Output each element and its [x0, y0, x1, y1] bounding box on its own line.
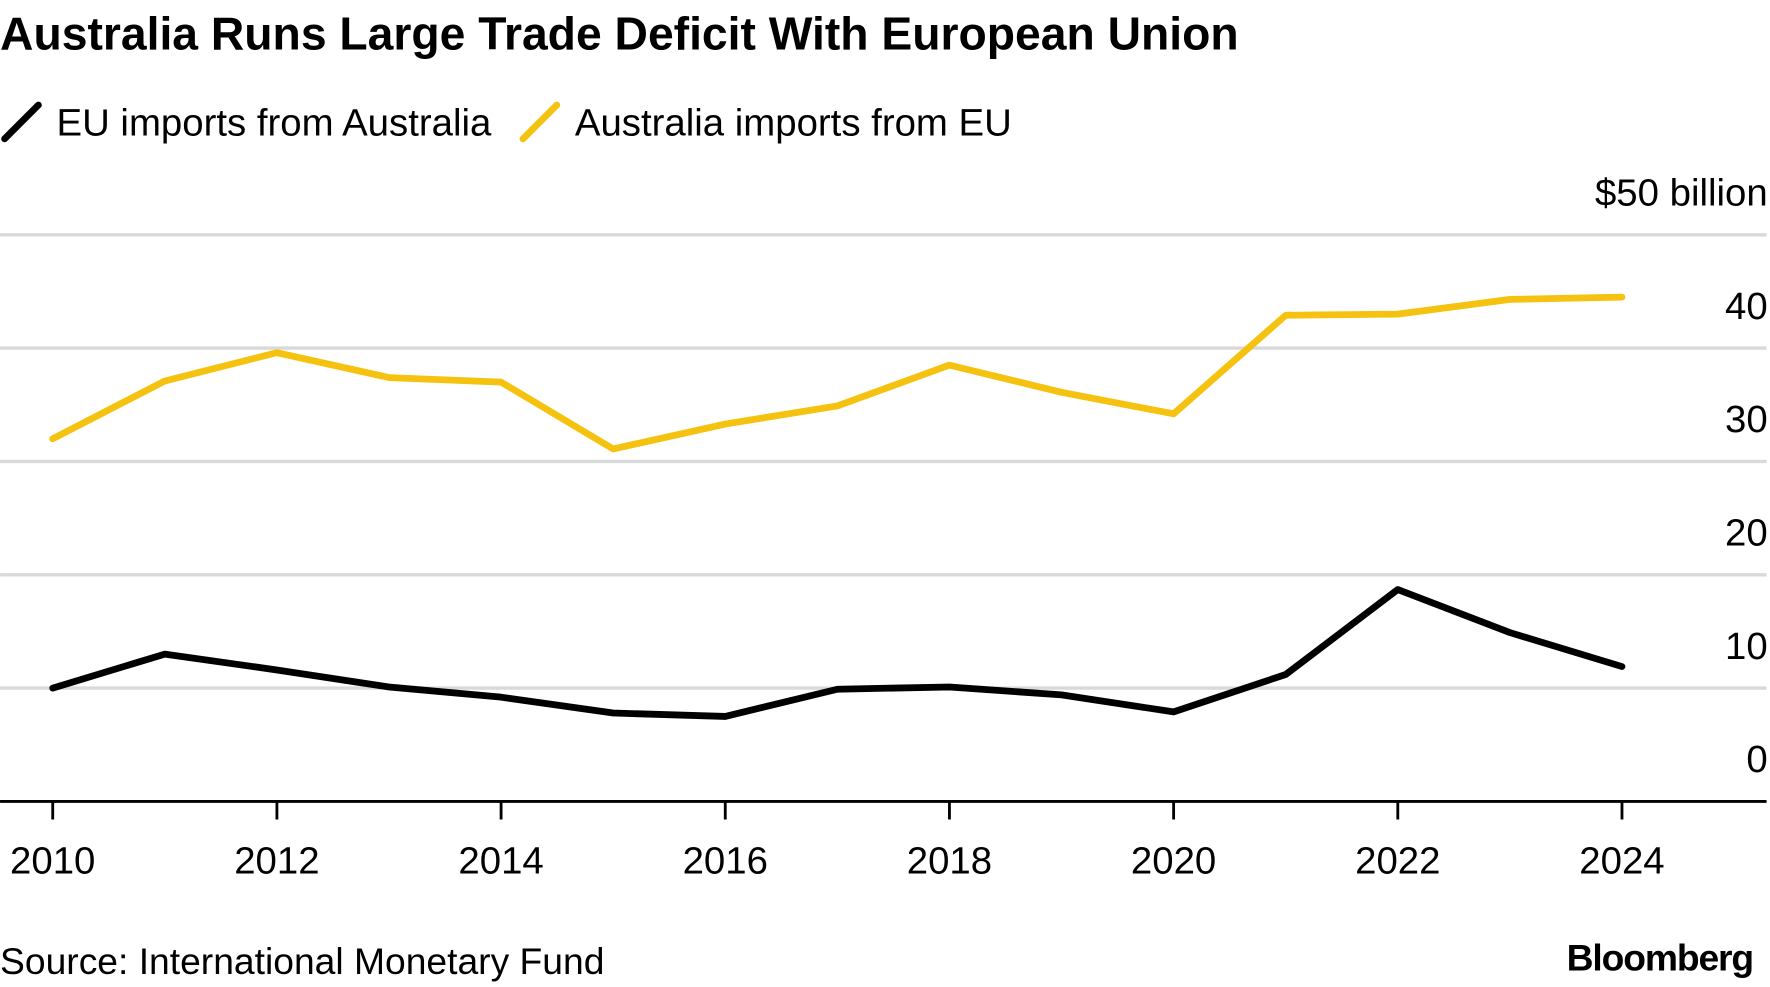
- legend-label: EU imports from Australia: [56, 101, 492, 144]
- x-tick-label: 2020: [1131, 840, 1216, 883]
- chart-title: Australia Runs Large Trade Deficit With …: [0, 8, 1239, 60]
- x-tick-label: 2022: [1355, 840, 1440, 883]
- series-line: [49, 586, 1626, 720]
- x-tick-label: 2016: [683, 840, 768, 883]
- y-tick-label: 40: [1725, 285, 1768, 328]
- x-tick-label: 2018: [907, 840, 992, 883]
- x-tick-label: 2012: [234, 840, 319, 883]
- y-tick-label: 30: [1725, 398, 1768, 441]
- credit: Bloomberg: [1567, 937, 1753, 979]
- legend-swatch: [1, 101, 42, 143]
- legend-label: Australia imports from EU: [575, 101, 1012, 144]
- y-tick-label: 0: [1746, 738, 1767, 781]
- y-tick-label: 20: [1725, 511, 1768, 554]
- y-tick-label: $50 billion: [1595, 171, 1768, 214]
- legend-swatch: [519, 101, 561, 143]
- x-tick-label: 2010: [10, 840, 95, 883]
- y-tick-label: 10: [1725, 625, 1768, 668]
- source: Source: International Monetary Fund: [0, 940, 604, 982]
- series-line: [49, 293, 1626, 453]
- x-tick-label: 2024: [1579, 840, 1664, 883]
- x-tick-label: 2014: [458, 840, 543, 883]
